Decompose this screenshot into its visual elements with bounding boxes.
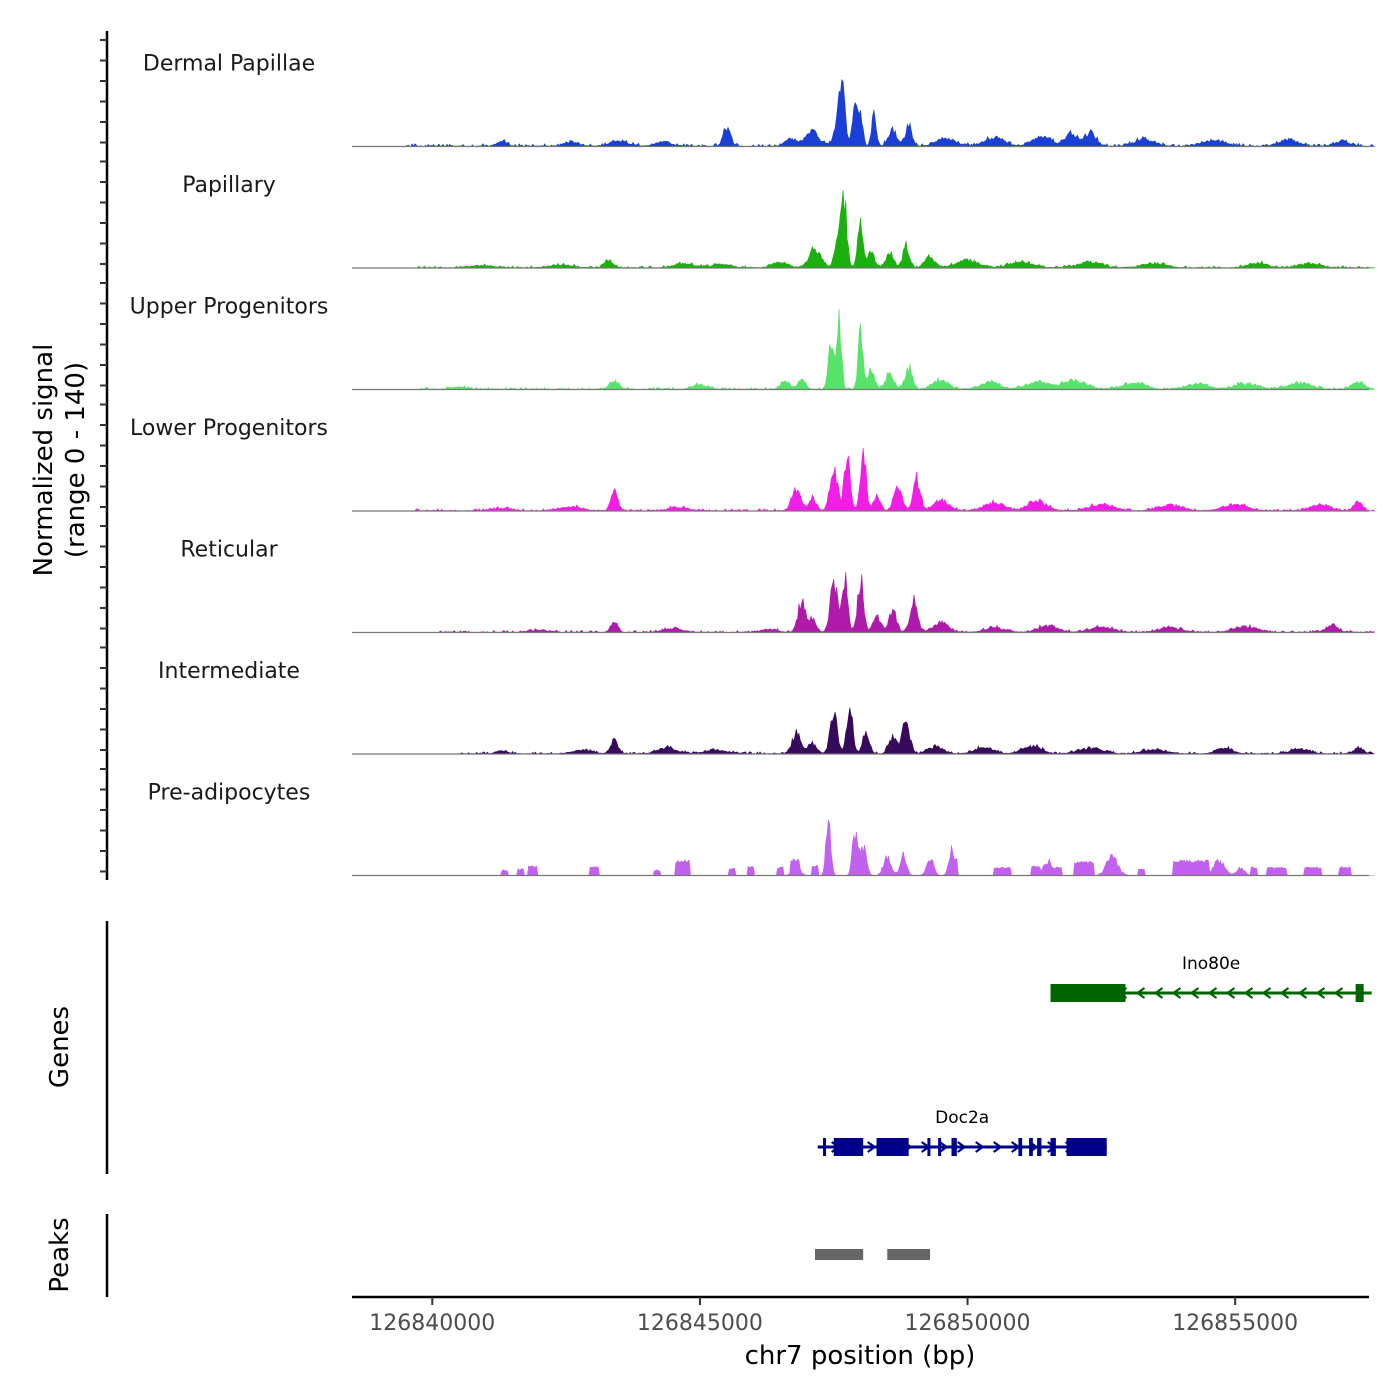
signal-area xyxy=(352,308,1375,390)
peak-regions xyxy=(815,1249,931,1260)
x-tick-label: 126840000 xyxy=(369,1311,495,1336)
strand-chevron xyxy=(939,1141,949,1153)
strand-chevron xyxy=(1225,987,1236,999)
track-label: Lower Progenitors xyxy=(130,416,328,441)
x-axis-ticks: 126840000 126845000 126850000 126855000 xyxy=(369,1297,1298,1336)
x-tick-label: 126855000 xyxy=(1172,1311,1298,1336)
strand-chevron xyxy=(975,1141,985,1153)
gene-doc2a: Doc2a xyxy=(817,1108,1107,1156)
track-label: Intermediate xyxy=(158,659,300,684)
strand-chevron xyxy=(1171,987,1182,999)
peak-region xyxy=(887,1249,931,1260)
gene-utr xyxy=(1066,1138,1107,1156)
gene-exon xyxy=(823,1138,827,1156)
track-papillary: Papillary xyxy=(100,160,1375,269)
peak-region xyxy=(815,1249,864,1260)
y-axis-title-line2: (range 0 - 140) xyxy=(61,362,91,558)
strand-chevron xyxy=(1261,987,1272,999)
genes-panel-title: Genes xyxy=(45,1006,75,1088)
gene-utr xyxy=(833,1138,864,1156)
gene-label: Doc2a xyxy=(935,1108,989,1128)
track-dermal-papillae: Dermal Papillae xyxy=(100,39,1376,148)
track-pre-adipocytes: Pre-adipocytes xyxy=(100,768,1375,877)
track-intermediate: Intermediate xyxy=(100,646,1375,755)
gene-annotations: Ino80e Doc2a xyxy=(817,954,1372,1156)
strand-chevron xyxy=(1153,987,1164,999)
x-tick-label: 126850000 xyxy=(905,1311,1031,1336)
x-axis-title: chr7 position (bp) xyxy=(745,1341,976,1371)
signal-area xyxy=(352,447,1376,512)
track-reticular: Reticular xyxy=(100,525,1375,634)
signal-area xyxy=(352,819,1375,876)
x-tick-label: 126845000 xyxy=(637,1311,763,1336)
strand-chevron xyxy=(867,1141,877,1153)
signal-area xyxy=(352,78,1376,148)
coverage-tracks: Dermal Papillae Papillary Upper Progenitor… xyxy=(100,31,1376,880)
strand-chevron xyxy=(1279,987,1290,999)
gene-exon xyxy=(1050,1138,1056,1156)
strand-chevron xyxy=(1207,987,1218,999)
track-upper-progenitors: Upper Progenitors xyxy=(100,282,1375,391)
signal-area xyxy=(352,571,1375,633)
gene-label: Ino80e xyxy=(1182,954,1240,974)
track-label: Pre-adipocytes xyxy=(148,781,311,806)
track-label: Papillary xyxy=(182,173,276,198)
strand-chevron xyxy=(1189,987,1200,999)
gene-utr xyxy=(876,1138,909,1156)
signal-area xyxy=(352,707,1375,755)
strand-chevron xyxy=(957,1141,967,1153)
gene-exon xyxy=(1029,1138,1033,1156)
gene-exon xyxy=(951,1138,957,1156)
signal-area xyxy=(352,189,1375,269)
track-label: Dermal Papillae xyxy=(143,52,315,77)
track-lower-progenitors: Lower Progenitors xyxy=(100,403,1376,512)
track-label: Reticular xyxy=(180,538,278,563)
gene-exon xyxy=(938,1138,942,1156)
gene-exon xyxy=(1037,1138,1042,1156)
strand-chevron xyxy=(1135,987,1146,999)
y-axis-title-line1: Normalized signal xyxy=(29,344,59,577)
strand-chevron xyxy=(1333,987,1344,999)
peaks-panel-title: Peaks xyxy=(45,1217,75,1292)
gene-exon xyxy=(1018,1138,1023,1156)
track-label: Upper Progenitors xyxy=(130,295,329,320)
strand-chevron xyxy=(1297,987,1308,999)
strand-chevron xyxy=(1315,987,1326,999)
strand-chevron xyxy=(1243,987,1254,999)
gene-ino80e: Ino80e xyxy=(1050,954,1372,1002)
strand-chevron xyxy=(993,1141,1003,1153)
gene-utr xyxy=(1050,984,1126,1002)
gene-utr xyxy=(1355,984,1364,1002)
gene-exon xyxy=(927,1138,931,1156)
